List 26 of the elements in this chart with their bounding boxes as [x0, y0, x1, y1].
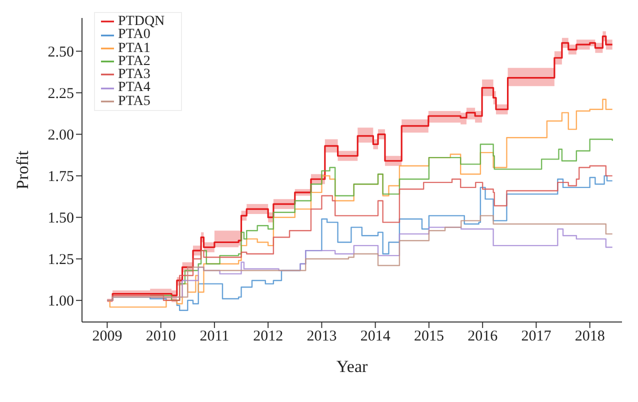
y-axis-title: Profit	[13, 150, 32, 190]
y-tick-label: 2.25	[48, 86, 74, 102]
y-tick-label: 1.50	[48, 210, 74, 227]
x-tick-label: 2014	[360, 328, 391, 345]
x-tick-label: 2016	[468, 328, 498, 345]
legend-label: PTA5	[118, 94, 150, 109]
x-tick-label: 2018	[574, 328, 605, 345]
legend-label: PTA0	[118, 27, 150, 42]
x-tick-label: 2017	[521, 328, 552, 345]
y-tick-label: 1.25	[48, 252, 74, 268]
x-tick-label: 2011	[200, 328, 230, 345]
legend-label: PTDQN	[118, 14, 165, 29]
x-axis-title: Year	[336, 357, 368, 376]
y-tick-label: 1.75	[48, 169, 74, 186]
y-tick-label: 2.50	[48, 44, 74, 61]
legend-label: PTA3	[118, 67, 150, 82]
x-tick-label: 2010	[146, 328, 176, 345]
legend-label: PTA2	[118, 54, 150, 69]
x-tick-label: 2009	[92, 328, 122, 345]
y-tick-label: 1.00	[48, 294, 74, 310]
legend-label: PTA4	[118, 80, 150, 96]
y-tick-label: 2.00	[48, 128, 74, 144]
x-tick-label: 2013	[306, 328, 337, 345]
x-tick-label: 2015	[414, 328, 444, 345]
legend-label: PTA1	[118, 40, 150, 56]
x-tick-label: 2012	[253, 328, 284, 345]
